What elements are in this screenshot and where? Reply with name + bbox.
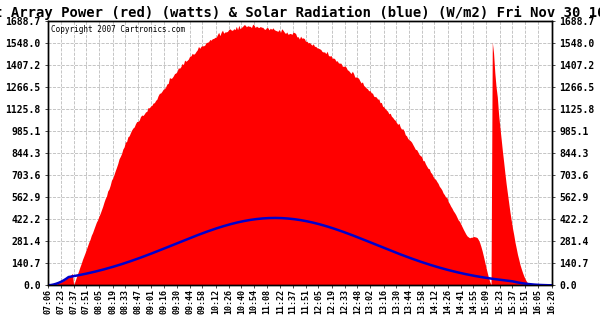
Text: Copyright 2007 Cartronics.com: Copyright 2007 Cartronics.com <box>51 25 185 34</box>
Title: East Array Power (red) (watts) & Solar Radiation (blue) (W/m2) Fri Nov 30 16:22: East Array Power (red) (watts) & Solar R… <box>0 5 600 20</box>
